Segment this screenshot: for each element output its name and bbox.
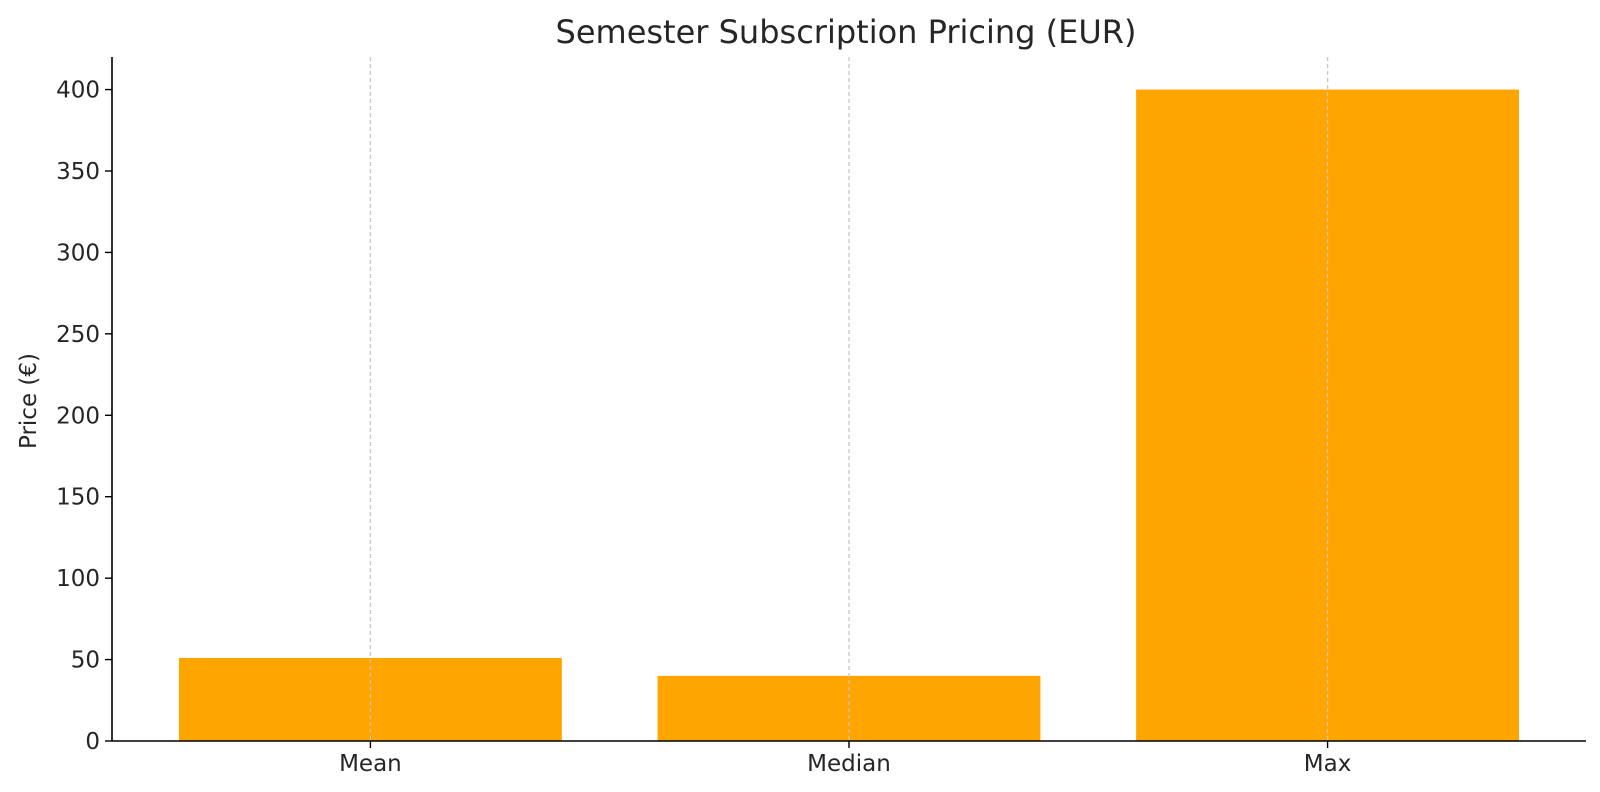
grid-lines-overlay xyxy=(369,57,1329,741)
y-axis-ticks: 0 50 100 150 200 250 300 350 400 xyxy=(56,78,112,755)
y-tick-label-0: 0 xyxy=(85,729,100,755)
y-tick-label-50: 50 xyxy=(71,648,100,674)
x-tick-label-mean: Mean xyxy=(339,751,402,777)
bar-mean xyxy=(179,657,562,741)
x-axis-ticks: Mean Median Max xyxy=(339,741,1351,777)
y-tick-label-250: 250 xyxy=(56,322,100,348)
y-tick-label-350: 350 xyxy=(56,159,100,185)
y-tick-label-100: 100 xyxy=(56,566,100,592)
y-axis-label: Price (€) xyxy=(16,353,42,449)
x-tick-label-max: Max xyxy=(1304,751,1352,777)
axes xyxy=(111,57,1586,742)
y-tick-label-300: 300 xyxy=(56,240,100,266)
y-tick-label-400: 400 xyxy=(56,78,100,104)
chart-title: Semester Subscription Pricing (EUR) xyxy=(556,13,1137,51)
y-tick-label-150: 150 xyxy=(56,485,100,511)
y-tick-label-200: 200 xyxy=(56,403,100,429)
x-tick-label-median: Median xyxy=(807,751,891,777)
